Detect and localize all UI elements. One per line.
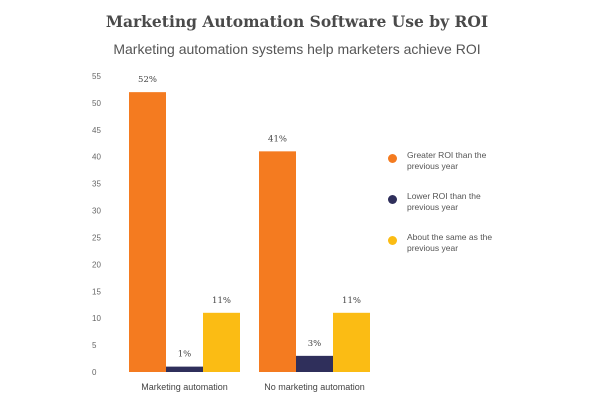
x-category-label-0: Marketing automation	[141, 382, 228, 392]
legend-item-same: About the same as the previous year	[388, 232, 578, 253]
x-category-label-1: No marketing automation	[264, 382, 365, 392]
legend-item-lower: Lower ROI than the previous year	[388, 191, 578, 212]
legend-label-same: About the same as the previous year	[407, 232, 493, 253]
y-tick-label-40: 40	[92, 153, 101, 162]
data-label-no-automation-series-0: 41%	[268, 134, 287, 144]
bar-no-automation-series-2	[333, 312, 370, 372]
y-tick-label-10: 10	[92, 314, 101, 323]
legend-item-greater: Greater ROI than the previous year	[388, 150, 578, 171]
chart-subtitle: Marketing automation systems help market…	[113, 41, 481, 57]
y-tick-label-20: 20	[92, 260, 101, 269]
y-tick-label-15: 15	[92, 287, 101, 296]
y-tick-label-45: 45	[92, 126, 101, 135]
y-tick-label-0: 0	[92, 368, 97, 377]
bar-no-automation-series-0	[259, 151, 296, 372]
data-label-automation-series-0: 52%	[138, 75, 157, 85]
data-label-automation-series-1: 1%	[178, 350, 192, 360]
legend-label-lower: Lower ROI than the previous year	[407, 191, 481, 212]
data-label-no-automation-series-2: 11%	[342, 296, 361, 306]
legend-swatch-same	[388, 236, 397, 245]
bar-automation-series-1	[166, 366, 203, 372]
chart-title: Marketing Automation Software Use by ROI	[105, 12, 489, 31]
bar-no-automation-series-1	[296, 355, 333, 372]
legend-swatch-greater	[388, 154, 397, 163]
y-tick-label-35: 35	[92, 180, 101, 189]
y-tick-label-50: 50	[92, 99, 101, 108]
legend: Greater ROI than the previous year Lower…	[388, 150, 578, 273]
data-label-automation-series-2: 11%	[212, 296, 231, 306]
y-tick-label-5: 5	[92, 341, 97, 350]
legend-swatch-lower	[388, 195, 397, 204]
data-label-no-automation-series-1: 3%	[308, 339, 322, 349]
y-tick-label-25: 25	[92, 233, 101, 242]
y-tick-label-55: 55	[92, 72, 101, 81]
bar-automation-series-0	[129, 92, 166, 373]
legend-label-greater: Greater ROI than the previous year	[407, 150, 487, 171]
y-tick-label-30: 30	[92, 207, 101, 216]
bar-automation-series-2	[203, 312, 240, 372]
